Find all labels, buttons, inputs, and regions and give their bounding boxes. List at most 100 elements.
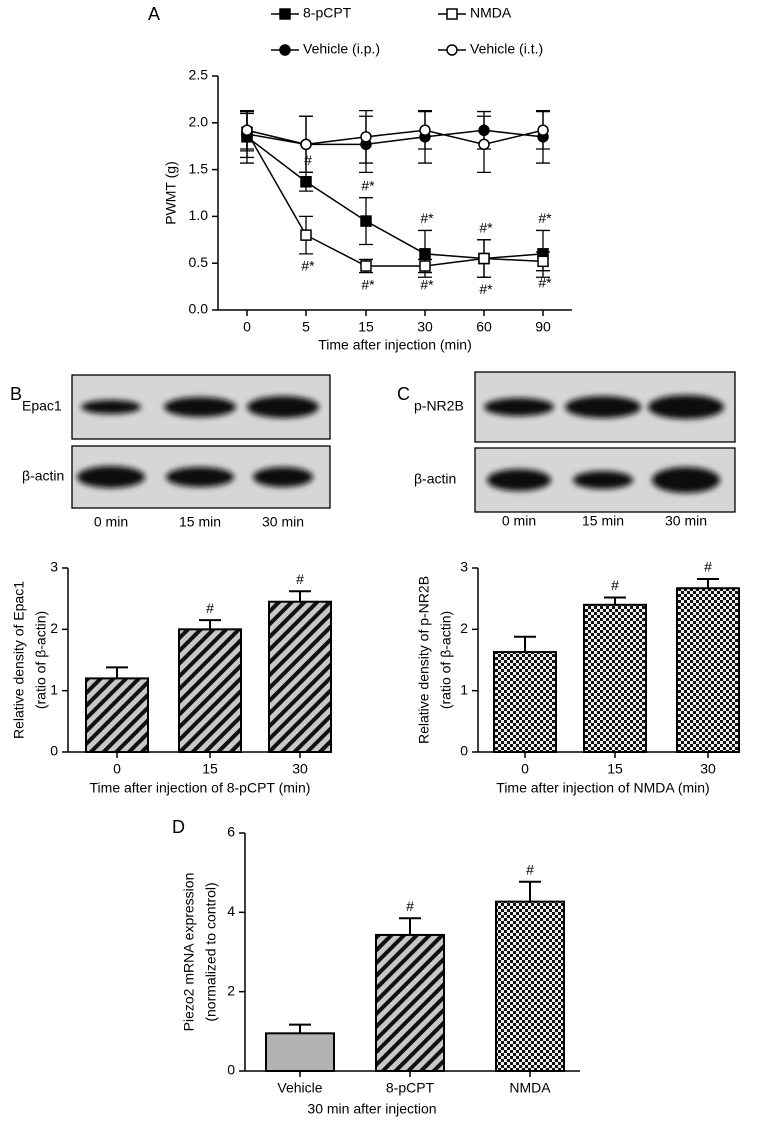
x-tick-label: 8-pCPT <box>386 1080 435 1096</box>
y-tick-label: 1.5 <box>189 160 209 176</box>
blot-band <box>487 469 551 491</box>
blot-band <box>81 400 141 414</box>
bar <box>375 933 445 1073</box>
blot-band <box>77 466 145 488</box>
y-axis-label: Piezo2 mRNA expression <box>181 873 197 1032</box>
data-point <box>300 176 312 188</box>
significance-label: # <box>296 571 304 587</box>
series-line <box>246 129 544 146</box>
blot-band <box>164 397 236 417</box>
blot-band <box>484 398 554 416</box>
error-bar <box>289 590 311 602</box>
y-tick-label: 3 <box>50 559 58 575</box>
y-tick-label: 2 <box>227 982 235 998</box>
blot-band <box>247 396 319 418</box>
legend-marker <box>279 44 291 56</box>
y-tick-label: 1.0 <box>189 207 209 223</box>
panel-letter: B <box>10 384 22 404</box>
y-tick-label: 0 <box>460 743 468 759</box>
data-point <box>300 229 312 241</box>
legend-label: Vehicle (i.t.) <box>470 41 543 57</box>
data-point <box>419 260 431 272</box>
x-axis-label: 30 min after injection <box>307 1101 436 1117</box>
error-bar <box>514 635 536 653</box>
data-point <box>419 124 431 137</box>
significance-label: #* <box>420 276 434 292</box>
y-axis-label: (normalized to control) <box>203 882 219 1021</box>
x-tick-label: 30 <box>417 319 433 335</box>
significance-label: #* <box>361 177 375 193</box>
blot-band <box>565 396 641 418</box>
x-tick-label: Vehicle <box>277 1080 322 1096</box>
data-point <box>360 260 372 272</box>
data-point <box>537 255 549 268</box>
blot-band <box>166 467 234 487</box>
bar <box>676 587 740 753</box>
data-point <box>300 138 312 151</box>
y-tick-label: 2 <box>50 620 58 636</box>
blot-band <box>573 471 633 489</box>
x-tick-label: 30 <box>700 761 716 777</box>
significance-label: # <box>704 559 712 575</box>
blot-row-label: β-actin <box>414 471 456 487</box>
y-tick-label: 0 <box>50 743 58 759</box>
error-bar <box>106 666 128 679</box>
panel-letter: C <box>397 384 410 404</box>
significance-label: # <box>206 600 214 616</box>
error-bar <box>399 917 421 935</box>
legend-marker <box>279 8 291 20</box>
x-tick-label: 0 <box>113 761 121 777</box>
x-tick-label: 15 <box>202 761 218 777</box>
y-axis-label: (ratio of β-actin) <box>438 611 454 709</box>
series-line <box>246 129 544 146</box>
x-axis-label: Time after injection (min) <box>318 337 472 353</box>
series-line <box>246 136 544 260</box>
error-bar <box>199 619 221 630</box>
legend-label: 8-pCPT <box>303 5 352 21</box>
significance-label: #* <box>420 210 434 226</box>
significance-label: # <box>526 861 534 877</box>
series-line <box>246 131 544 267</box>
blot-lane-label: 15 min <box>179 514 221 530</box>
y-axis-label: Relative density of Epac1 <box>11 581 27 739</box>
y-tick-label: 2 <box>460 620 468 636</box>
y-tick-label: 4 <box>227 903 235 919</box>
significance-label: #* <box>479 220 493 236</box>
y-tick-label: 1 <box>460 681 468 697</box>
blot-lane-label: 30 min <box>262 514 304 530</box>
blot-lane-label: 30 min <box>665 513 707 529</box>
blot-band <box>253 467 313 487</box>
error-bar <box>697 578 719 589</box>
blot-row-label: β-actin <box>22 468 64 484</box>
y-axis-label: (ratio of β-actin) <box>33 611 49 709</box>
significance-label: #* <box>301 258 315 274</box>
data-point <box>478 252 490 265</box>
error-bar <box>604 596 626 605</box>
x-tick-label: 15 <box>607 761 623 777</box>
y-tick-label: 2.5 <box>189 67 209 83</box>
data-point <box>360 215 372 227</box>
y-axis-label: Relative density of p-NR2B <box>416 576 432 744</box>
blot-lane-label: 0 min <box>94 514 128 530</box>
legend-marker <box>446 44 458 56</box>
error-bar <box>289 1023 311 1034</box>
blot-row-label: Epac1 <box>22 398 62 414</box>
x-tick-label: 60 <box>476 319 492 335</box>
x-axis-label: Time after injection of NMDA (min) <box>496 780 709 796</box>
x-tick-label: 15 <box>358 319 374 335</box>
blot-band <box>648 395 724 419</box>
data-point <box>419 248 431 260</box>
blot-row-label: p-NR2B <box>414 398 464 414</box>
bar <box>493 651 557 754</box>
x-tick-label: NMDA <box>509 1080 551 1096</box>
bar <box>178 628 242 753</box>
significance-label: #* <box>361 276 375 292</box>
significance-label: #* <box>479 281 493 297</box>
error-bar <box>519 880 541 902</box>
y-tick-label: 0.0 <box>189 301 209 317</box>
legend-label: NMDA <box>470 5 512 21</box>
y-tick-label: 1 <box>50 681 58 697</box>
legend-label: Vehicle (i.p.) <box>303 41 380 57</box>
panel-letter: A <box>148 4 160 24</box>
